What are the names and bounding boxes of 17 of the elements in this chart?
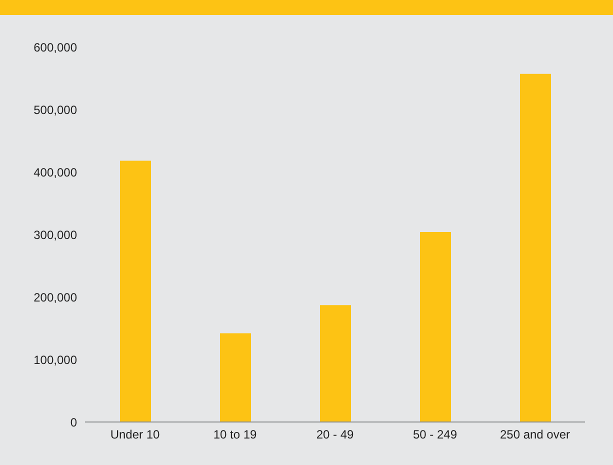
bar <box>220 333 251 422</box>
bar <box>420 232 451 422</box>
x-tick-label: 20 - 49 <box>316 428 354 442</box>
x-tick-label: Under 10 <box>110 428 160 442</box>
y-tick-label: 300,000 <box>34 228 78 242</box>
y-tick-label: 100,000 <box>34 352 78 367</box>
y-tick-label: 500,000 <box>34 102 78 117</box>
y-tick-label: 200,000 <box>34 290 78 304</box>
bar <box>520 74 551 422</box>
x-tick-label: 10 to 19 <box>213 428 258 442</box>
y-tick-label: 600,000 <box>34 40 78 54</box>
bar <box>320 305 351 422</box>
y-tick-label: 400,000 <box>34 165 78 180</box>
y-tick-label: 0 <box>70 415 78 430</box>
x-tick-label: 50 - 249 <box>412 428 458 442</box>
x-tick-label: 250 and over <box>500 428 570 442</box>
bar <box>120 160 151 422</box>
